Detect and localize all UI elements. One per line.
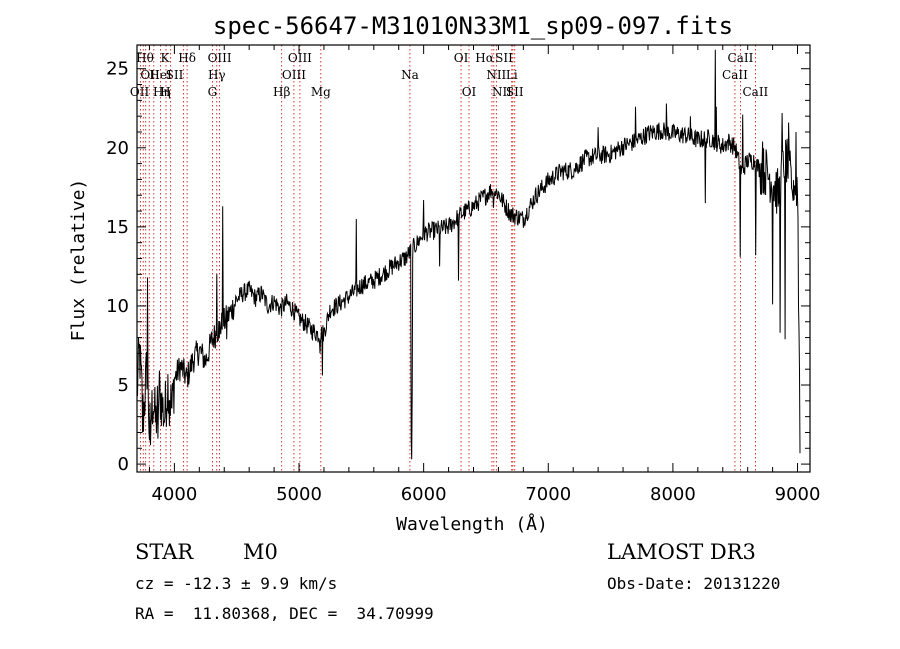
- line-label: OII: [130, 85, 150, 99]
- line-label: OI: [454, 51, 469, 65]
- y-tick-label: 5: [118, 375, 129, 396]
- line-label: Hα: [475, 51, 494, 65]
- survey-name: LAMOST DR3: [607, 540, 756, 564]
- coordinates: RA = 11.80368, DEC = 34.70999: [135, 604, 434, 623]
- line-label: HeI: [149, 68, 172, 82]
- line-label: OIII: [282, 68, 306, 82]
- line-label: NII: [492, 85, 512, 99]
- y-tick-label: 10: [106, 296, 129, 317]
- line-label: Hθ: [136, 51, 154, 65]
- axis-ticks: 4000 5000 6000 7000 8000 9000 0 5 10 15 20 25: [106, 45, 820, 505]
- line-label: CaII: [742, 85, 768, 99]
- line-label: CaII: [728, 51, 754, 65]
- line-label: OIII: [288, 51, 312, 65]
- observation-date: Obs-Date: 20131220: [607, 574, 781, 593]
- line-label: SII: [495, 51, 513, 65]
- line-label: CaII: [722, 68, 748, 82]
- line-label: K: [161, 51, 171, 65]
- line-label: OI: [462, 85, 477, 99]
- spectral-line-markers: [139, 45, 756, 472]
- line-label: SII: [166, 68, 184, 82]
- spectrum-line: [136, 49, 801, 460]
- redshift-velocity: cz = -12.3 ± 9.9 km/s: [135, 574, 338, 593]
- y-tick-label: 25: [106, 59, 129, 80]
- line-label: Hβ: [273, 85, 290, 99]
- line-label: Hγ: [208, 68, 226, 82]
- line-label: NII: [486, 68, 506, 82]
- plot-frame: [136, 44, 811, 473]
- y-tick-label: 20: [106, 138, 129, 159]
- y-tick-label: 15: [106, 217, 129, 238]
- line-label: Hη: [153, 85, 171, 99]
- line-label: G: [208, 85, 218, 99]
- x-tick-label: 7000: [525, 484, 571, 505]
- line-label: OII: [140, 68, 160, 82]
- object-class: STAR: [135, 540, 194, 564]
- y-axis-label: Flux (relative): [68, 179, 89, 342]
- y-tick-label: 0: [118, 454, 129, 475]
- line-label: Na: [401, 68, 419, 82]
- line-label: SII: [506, 85, 524, 99]
- x-axis-label: Wavelength (Å): [396, 513, 548, 535]
- x-tick-label: 8000: [650, 484, 696, 505]
- x-tick-label: 4000: [151, 484, 197, 505]
- object-subclass: M0: [243, 540, 278, 564]
- line-label: OIII: [208, 51, 232, 65]
- line-label: H: [160, 85, 170, 99]
- line-label: Mg: [311, 85, 331, 99]
- x-tick-label: 9000: [775, 484, 821, 505]
- line-label: Hδ: [178, 51, 196, 65]
- chart-title: spec-56647-M31010N33M1_sp09-097.fits: [213, 12, 733, 40]
- line-label: Li: [506, 68, 518, 82]
- x-tick-label: 5000: [276, 484, 322, 505]
- x-tick-label: 6000: [401, 484, 447, 505]
